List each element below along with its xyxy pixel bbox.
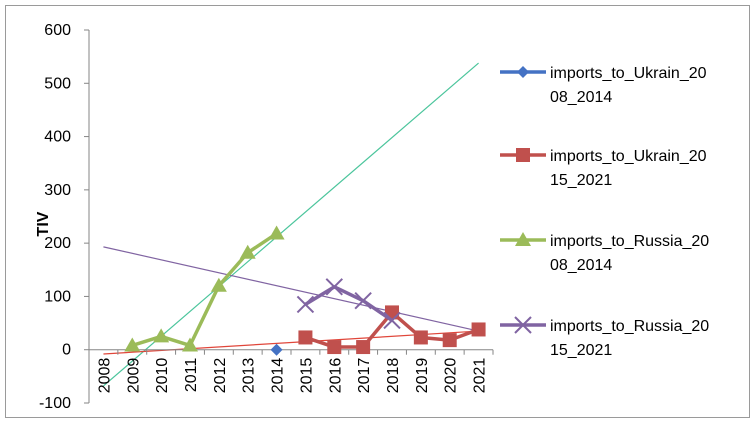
y-tick-label: 400: [44, 129, 71, 146]
legend-item: imports_to_Russia_20 08_2014: [500, 232, 709, 274]
trendline: [103, 246, 479, 332]
axes: [84, 29, 494, 404]
legend-label: 15_2021: [550, 342, 612, 359]
series-lines: [124, 225, 486, 356]
y-tick-label: -100: [39, 395, 71, 412]
triangle-marker: [239, 244, 256, 259]
legend-item: imports_to_Russia_20 15_2021: [500, 316, 709, 359]
diamond-marker: [270, 343, 283, 356]
x-marker-stroke: [383, 311, 401, 330]
legend-label: 15_2021: [550, 172, 612, 189]
x-marker: [383, 311, 401, 330]
series-imports_to_Russia_2008_2014: [124, 225, 285, 352]
trendline: [103, 62, 479, 387]
legend: imports_to_Ukrain_2008_2014imports_to_Uk…: [500, 65, 709, 359]
y-tick-label: 500: [44, 75, 71, 92]
triangle-marker: [153, 328, 170, 343]
x-tick-label: 2008: [96, 358, 113, 394]
series-imports_to_Russia_2015_2021: [296, 278, 401, 330]
square-marker: [471, 322, 486, 337]
legend-label: imports_to_Ukrain_20: [550, 148, 707, 165]
x-marker-stroke: [514, 316, 532, 334]
legend-label: imports_to_Russia_20: [550, 233, 709, 250]
y-tick-label: 200: [44, 235, 71, 252]
x-tick-label: 2012: [212, 358, 229, 394]
legend-label: 08_2014: [550, 89, 612, 106]
x-marker-stroke: [325, 278, 343, 296]
x-tick-label: 2013: [241, 358, 258, 394]
x-tick-label: 2014: [270, 358, 287, 394]
x-tick-label: 2011: [183, 358, 200, 393]
series-line: [304, 285, 393, 322]
legend-label: imports_to_Ukrain_20: [550, 65, 707, 82]
triangle-marker: [515, 232, 531, 246]
x-tick-label: 2019: [414, 358, 431, 394]
square-marker: [327, 340, 342, 355]
triangle-marker: [268, 225, 285, 240]
x-tick-labels: 2008 2009 2010 2011 2012 2013 2014 2015 2016 2017…: [96, 358, 488, 394]
x-tick-label: 2010: [154, 358, 171, 394]
square-marker: [356, 340, 371, 355]
square-marker: [442, 333, 457, 348]
x-marker: [354, 291, 372, 310]
x-tick-label: 2015: [298, 358, 315, 394]
y-tick-label: 300: [44, 182, 71, 199]
x-tick-label: 2016: [327, 358, 344, 394]
legend-item: imports_to_Ukrain_20 15_2021: [500, 148, 707, 189]
x-marker-stroke: [354, 291, 372, 310]
x-tick-label: 2018: [385, 358, 402, 394]
triangle-marker: [210, 277, 227, 292]
y-tick-label: 0: [62, 342, 71, 359]
x-marker-stroke: [296, 295, 315, 314]
series-line: [131, 232, 278, 348]
x-marker: [296, 295, 315, 314]
x-tick-label: 2017: [356, 358, 373, 394]
diamond-marker: [517, 66, 529, 78]
legend-item: imports_to_Ukrain_20 08_2014: [500, 65, 707, 106]
square-marker: [516, 148, 530, 162]
triangle-marker: [182, 337, 198, 352]
legend-label: 08_2014: [550, 257, 612, 274]
y-tick-label: 100: [44, 288, 71, 305]
square-marker: [298, 330, 313, 345]
y-axis-label: TIV: [35, 211, 52, 236]
triangle-marker: [124, 337, 141, 352]
x-tick-label: 2021: [472, 358, 489, 394]
x-marker: [325, 278, 343, 296]
square-marker: [413, 330, 428, 345]
series-imports_to_Ukrain_2008_2014: [270, 343, 283, 356]
legend-label: imports_to_Russia_20: [550, 318, 709, 335]
y-tick-label: 600: [44, 22, 71, 39]
x-tick-label: 2020: [443, 358, 460, 394]
y-tick-labels: 600 500 400 300 200 100 0 -100: [39, 22, 71, 412]
x-tick-label: 2009: [125, 358, 142, 394]
x-marker: [514, 316, 532, 334]
series-imports_to_Ukrain_2015_2021: [298, 305, 486, 355]
